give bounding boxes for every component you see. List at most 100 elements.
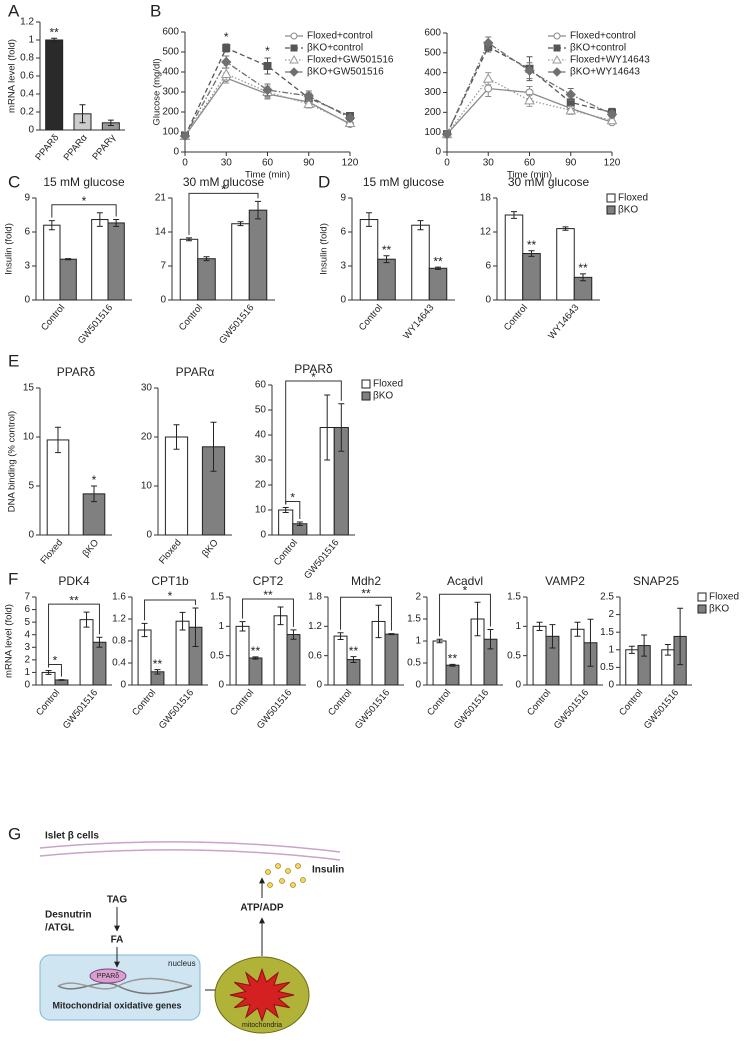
x-tick-label: WY14643: [401, 302, 436, 341]
x-tick-label: Control: [34, 687, 62, 718]
bar: [179, 238, 199, 301]
marker: [484, 84, 493, 93]
marker: [303, 98, 315, 108]
y-tick-label: 0.2: [20, 107, 34, 118]
y-tick-label: 3: [340, 261, 346, 272]
panel-letter: F: [8, 569, 18, 588]
x-tick-label: GW501516: [255, 687, 294, 731]
annotation: **: [448, 651, 458, 665]
legend-swatch: [606, 193, 616, 203]
x-tick-label: 120: [604, 158, 621, 169]
annotation: **: [69, 593, 79, 607]
bar: [79, 619, 94, 686]
marker: [606, 114, 618, 125]
y-tick-label: 1: [28, 35, 34, 46]
x-tick-label: GW501516: [353, 687, 392, 731]
legend-label: βKO: [618, 205, 638, 216]
bar: [445, 664, 460, 686]
error-bar: [562, 226, 569, 231]
chart-title: PDK4: [58, 574, 90, 588]
bar: [137, 629, 152, 686]
bar: [273, 615, 288, 686]
y-tick-label: 2.5: [600, 592, 614, 603]
annotation: **: [349, 644, 359, 658]
error-bar: [338, 403, 345, 452]
bar: [556, 228, 575, 301]
bar: [92, 641, 107, 686]
annotation: *: [82, 194, 87, 208]
mitochondria-label: mitochondria: [242, 1022, 282, 1029]
y-tick-label: 400: [424, 67, 441, 78]
y-tick-label: 6: [340, 227, 346, 238]
error-bar: [141, 622, 148, 638]
error-bar: [239, 621, 246, 632]
bar: [411, 224, 430, 301]
y-tick-label: 600: [424, 28, 441, 39]
y-tick-label: 0.5: [210, 650, 224, 661]
x-tick-label: Control: [357, 302, 385, 333]
nucleus-label: nucleus: [168, 959, 196, 968]
receptor-label: PPARδ: [97, 973, 120, 980]
y-tick-label: 30: [141, 383, 153, 394]
genes-label: Mitochondrial oxidative genes: [52, 1000, 181, 1010]
legend-marker: [289, 54, 299, 64]
marker: [220, 68, 232, 78]
legend-label: βKO+WY14643: [570, 67, 640, 78]
error-bar: [237, 221, 244, 227]
legend-label: Floxed: [373, 379, 403, 390]
y-tick-label: 1.5: [507, 592, 521, 603]
y-tick-label: 10: [23, 432, 35, 443]
error-bar: [474, 601, 481, 637]
marker: [303, 90, 314, 102]
x-tick-label: GW501516: [452, 687, 491, 731]
x-tick-label: Control: [228, 687, 256, 718]
error-bar: [628, 645, 635, 654]
marker: [482, 73, 494, 83]
bar: [504, 214, 524, 301]
y-tick-label: 7: [160, 261, 166, 272]
y-tick-label: 600: [162, 27, 179, 38]
x-tick-label: Control: [525, 687, 553, 718]
y-tick-label: 40: [255, 430, 267, 441]
bar: [235, 625, 250, 686]
error-bar: [580, 273, 587, 282]
error-bar: [203, 256, 210, 262]
y-tick-label: 0: [435, 147, 441, 158]
bar: [570, 628, 585, 686]
y-tick-label: 0: [608, 680, 614, 691]
x-tick-label: 120: [342, 158, 359, 169]
y-tick-label: 0: [120, 680, 126, 691]
x-axis-label: Time (min): [507, 170, 552, 181]
error-bar: [210, 421, 217, 472]
x-tick-label: 90: [303, 158, 315, 169]
bar: [248, 209, 268, 301]
annotation: *: [290, 491, 295, 505]
y-tick-label: 100: [424, 127, 441, 138]
legend-swatch: [697, 604, 707, 614]
error-bar: [51, 37, 58, 43]
marker: [524, 65, 535, 76]
dna: [57, 977, 193, 990]
error-bar: [83, 611, 90, 628]
error-bar: [185, 237, 192, 242]
y-tick-label: 0: [160, 295, 166, 306]
error-bar: [45, 670, 52, 675]
bar: [46, 439, 70, 536]
y-tick-label: 0: [28, 530, 34, 541]
y-tick-label: 300: [424, 87, 441, 98]
y-tick-label: 4: [24, 629, 30, 640]
y-tick-label: 2: [415, 592, 421, 603]
x-tick-label: GW501516: [552, 687, 591, 731]
error-bar: [677, 607, 684, 666]
x-tick-label: 30: [483, 158, 495, 169]
annotation: **: [49, 25, 59, 39]
y-tick-label: 2: [608, 609, 614, 620]
error-bar: [107, 119, 114, 126]
y-axis-label: Insulin (fold): [319, 223, 330, 275]
y-tick-label: 1.5: [600, 627, 614, 638]
x-tick-label: Floxed: [38, 537, 65, 566]
y-tick-label: 500: [162, 47, 179, 58]
annotation: *: [463, 583, 468, 597]
x-tick-label: 60: [262, 158, 274, 169]
error-bar: [252, 656, 259, 660]
